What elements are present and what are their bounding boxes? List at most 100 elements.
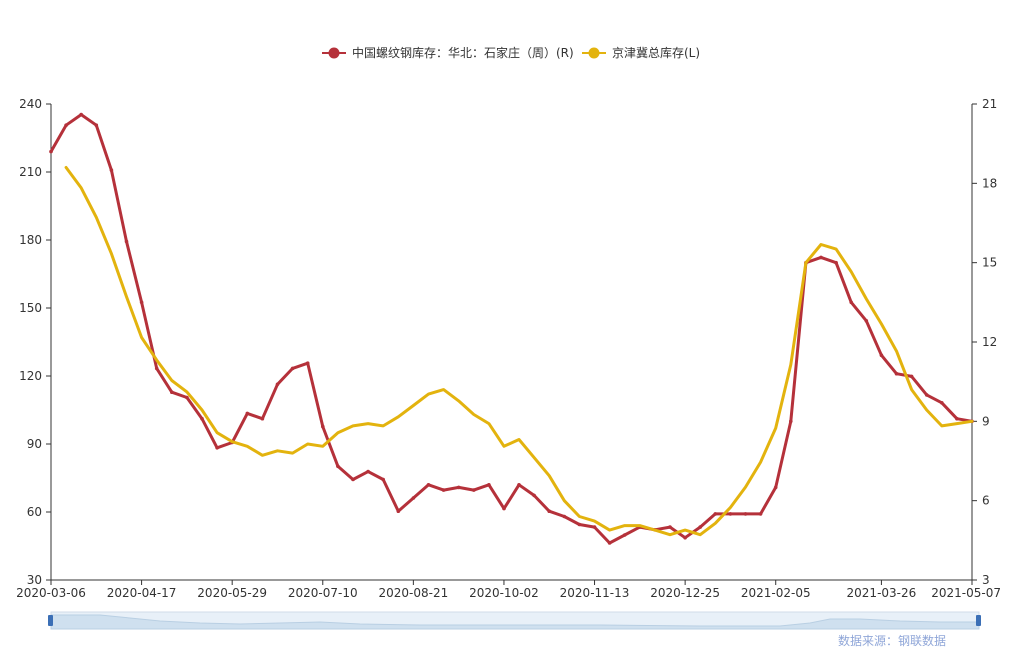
data-point[interactable] bbox=[894, 371, 899, 376]
data-point[interactable] bbox=[215, 446, 219, 450]
data-zoom-handle-right[interactable] bbox=[976, 615, 981, 626]
data-point[interactable] bbox=[517, 483, 521, 487]
legend-label-series-1: 京津冀总库存(L) bbox=[612, 45, 700, 60]
x-tick-label: 2021-02-05 bbox=[741, 586, 811, 600]
data-point[interactable] bbox=[64, 123, 68, 127]
data-point[interactable] bbox=[381, 477, 386, 482]
data-point[interactable] bbox=[185, 395, 189, 400]
right-tick-label: 3 bbox=[982, 573, 990, 587]
data-point[interactable] bbox=[109, 168, 114, 172]
x-tick-label: 2020-05-29 bbox=[197, 586, 267, 600]
x-tick-label: 2020-03-06 bbox=[16, 586, 86, 600]
data-point[interactable] bbox=[49, 149, 53, 154]
legend-item-series-1[interactable]: 京津冀总库存(L) bbox=[582, 45, 700, 60]
data-point[interactable] bbox=[562, 514, 567, 519]
data-point[interactable] bbox=[683, 535, 687, 540]
data-point[interactable] bbox=[290, 366, 295, 371]
left-tick-label: 210 bbox=[19, 165, 42, 179]
data-point[interactable] bbox=[773, 485, 778, 490]
x-tick-label: 2020-11-13 bbox=[560, 586, 630, 600]
right-tick-label: 6 bbox=[982, 494, 990, 508]
data-point[interactable] bbox=[456, 485, 461, 490]
left-tick-label: 240 bbox=[19, 97, 42, 111]
data-point[interactable] bbox=[622, 533, 627, 537]
x-tick-label: 2020-04-17 bbox=[107, 586, 177, 600]
left-axis-ticks: 240 210 180 150 120 90 60 30 bbox=[19, 97, 51, 587]
data-point[interactable] bbox=[698, 525, 702, 529]
data-point[interactable] bbox=[366, 469, 370, 474]
data-point[interactable] bbox=[834, 260, 838, 265]
data-point[interactable] bbox=[758, 512, 763, 516]
data-point[interactable] bbox=[592, 525, 597, 529]
data-zoom-preview bbox=[50, 614, 980, 630]
data-point[interactable] bbox=[713, 512, 718, 516]
data-point[interactable] bbox=[849, 300, 853, 305]
data-point[interactable] bbox=[819, 255, 823, 260]
legend-label-series-0: 中国螺纹钢库存：华北：石家庄（周）(R) bbox=[352, 45, 574, 60]
data-point[interactable] bbox=[532, 493, 536, 498]
data-point[interactable] bbox=[502, 506, 506, 511]
data-point[interactable] bbox=[577, 522, 582, 527]
left-tick-label: 150 bbox=[19, 301, 42, 315]
data-point[interactable] bbox=[154, 366, 159, 371]
data-point[interactable] bbox=[668, 525, 672, 529]
data-point[interactable] bbox=[139, 300, 144, 305]
data-point[interactable] bbox=[396, 509, 401, 513]
data-point[interactable] bbox=[441, 488, 446, 492]
data-point[interactable] bbox=[79, 112, 83, 117]
left-tick-label: 90 bbox=[27, 437, 42, 451]
data-point[interactable] bbox=[909, 374, 914, 379]
data-point[interactable] bbox=[426, 483, 431, 487]
data-point[interactable] bbox=[260, 416, 265, 421]
data-point[interactable] bbox=[411, 496, 416, 500]
data-point[interactable] bbox=[728, 512, 733, 516]
data-point[interactable] bbox=[351, 477, 355, 482]
data-point[interactable] bbox=[200, 416, 204, 421]
data-point[interactable] bbox=[305, 361, 310, 366]
data-point[interactable] bbox=[487, 483, 491, 487]
series-line-1[interactable] bbox=[64, 166, 974, 537]
data-point[interactable] bbox=[124, 239, 129, 244]
data-point[interactable] bbox=[743, 512, 748, 516]
legend-marker-series-0 bbox=[328, 47, 340, 59]
data-point[interactable] bbox=[940, 401, 944, 405]
right-tick-label: 21 bbox=[982, 97, 997, 111]
left-tick-label: 120 bbox=[19, 369, 42, 383]
data-point[interactable] bbox=[245, 411, 250, 416]
data-point[interactable] bbox=[879, 353, 884, 358]
data-point[interactable] bbox=[547, 509, 551, 513]
right-axis-ticks: 21 18 15 12 9 6 3 bbox=[972, 97, 997, 587]
data-point[interactable] bbox=[336, 464, 340, 469]
x-tick-label: 2020-07-10 bbox=[288, 586, 358, 600]
data-point[interactable] bbox=[170, 390, 174, 395]
data-point[interactable] bbox=[864, 319, 869, 323]
data-point[interactable] bbox=[94, 123, 99, 127]
data-point[interactable] bbox=[472, 488, 476, 492]
data-zoom-slider[interactable] bbox=[48, 611, 981, 630]
data-point[interactable] bbox=[955, 416, 959, 421]
x-tick-label: 2021-05-07 bbox=[931, 586, 1001, 600]
left-tick-label: 60 bbox=[27, 505, 42, 519]
series-layer bbox=[49, 112, 974, 545]
x-tick-label: 2020-12-25 bbox=[650, 586, 720, 600]
left-tick-label: 180 bbox=[19, 233, 42, 247]
data-point[interactable] bbox=[924, 393, 929, 397]
right-tick-label: 15 bbox=[982, 256, 997, 270]
right-tick-label: 9 bbox=[982, 414, 990, 428]
x-tick-label: 2021-03-26 bbox=[847, 586, 917, 600]
data-zoom-handle-left[interactable] bbox=[48, 615, 53, 626]
right-tick-label: 18 bbox=[982, 176, 997, 190]
data-point[interactable] bbox=[321, 424, 325, 429]
data-source: 数据来源：钢联数据 bbox=[838, 633, 946, 648]
x-tick-label: 2020-10-02 bbox=[469, 586, 539, 600]
legend-item-series-0[interactable]: 中国螺纹钢库存：华北：石家庄（周）(R) bbox=[322, 45, 574, 60]
data-point[interactable] bbox=[607, 541, 612, 545]
data-point[interactable] bbox=[789, 419, 793, 424]
left-tick-label: 30 bbox=[27, 573, 42, 587]
data-point[interactable] bbox=[275, 382, 280, 387]
series-line-0[interactable] bbox=[49, 113, 974, 545]
legend[interactable]: 中国螺纹钢库存：华北：石家庄（周）(R) 京津冀总库存(L) bbox=[322, 45, 700, 60]
legend-marker-series-1 bbox=[588, 47, 600, 59]
x-axis-ticks: 2020-03-06 2020-04-17 2020-05-29 2020-07-10… bbox=[16, 580, 1001, 600]
